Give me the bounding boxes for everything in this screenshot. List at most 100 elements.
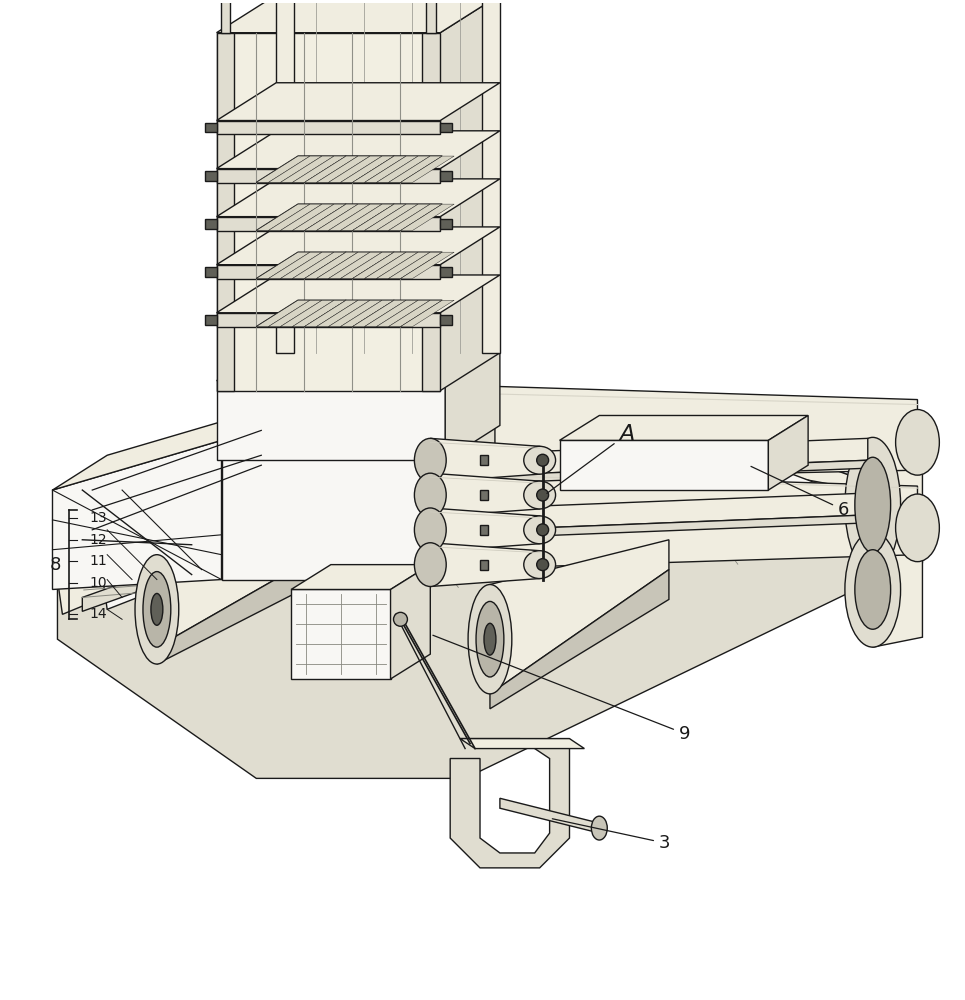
- Polygon shape: [292, 252, 346, 279]
- Polygon shape: [427, 0, 436, 33]
- Polygon shape: [281, 156, 334, 183]
- Polygon shape: [328, 252, 382, 279]
- Polygon shape: [352, 204, 406, 231]
- Ellipse shape: [151, 593, 163, 625]
- Polygon shape: [352, 252, 406, 279]
- Polygon shape: [480, 525, 488, 535]
- Ellipse shape: [845, 532, 900, 647]
- Polygon shape: [352, 252, 406, 279]
- Polygon shape: [216, 33, 440, 391]
- Polygon shape: [352, 156, 442, 183]
- Ellipse shape: [524, 551, 556, 579]
- Polygon shape: [304, 252, 394, 279]
- Ellipse shape: [845, 437, 900, 573]
- Text: 12: 12: [90, 533, 107, 547]
- Polygon shape: [440, 219, 453, 229]
- Polygon shape: [389, 204, 442, 231]
- Polygon shape: [400, 204, 455, 231]
- Polygon shape: [292, 204, 346, 231]
- Polygon shape: [352, 156, 406, 183]
- Polygon shape: [440, 460, 868, 485]
- Ellipse shape: [419, 466, 462, 570]
- Ellipse shape: [524, 481, 556, 509]
- Polygon shape: [376, 300, 430, 327]
- Ellipse shape: [524, 446, 556, 474]
- Polygon shape: [221, 0, 231, 33]
- Polygon shape: [389, 252, 442, 279]
- Polygon shape: [440, 315, 453, 325]
- Polygon shape: [216, 169, 440, 183]
- Polygon shape: [560, 440, 768, 490]
- Polygon shape: [560, 415, 808, 440]
- Polygon shape: [341, 204, 394, 231]
- Polygon shape: [216, 265, 440, 279]
- Polygon shape: [304, 156, 358, 183]
- Polygon shape: [341, 156, 394, 183]
- Polygon shape: [304, 300, 358, 327]
- Text: 8: 8: [50, 556, 61, 574]
- Polygon shape: [365, 204, 418, 231]
- Polygon shape: [440, 515, 868, 540]
- Polygon shape: [430, 543, 539, 586]
- Polygon shape: [58, 420, 918, 778]
- Polygon shape: [257, 252, 310, 279]
- Polygon shape: [216, 217, 440, 231]
- Polygon shape: [216, 131, 500, 169]
- Polygon shape: [205, 123, 216, 132]
- Text: 13: 13: [90, 511, 107, 525]
- Polygon shape: [440, 438, 868, 477]
- Polygon shape: [281, 300, 334, 327]
- Polygon shape: [500, 798, 599, 833]
- Polygon shape: [389, 156, 442, 183]
- Ellipse shape: [414, 438, 446, 482]
- Polygon shape: [365, 156, 418, 183]
- Polygon shape: [157, 495, 371, 647]
- Polygon shape: [257, 300, 346, 327]
- Ellipse shape: [476, 601, 504, 677]
- Ellipse shape: [414, 508, 446, 552]
- Polygon shape: [304, 300, 394, 327]
- Polygon shape: [205, 219, 216, 229]
- Polygon shape: [304, 156, 358, 183]
- Ellipse shape: [484, 623, 496, 655]
- Polygon shape: [52, 440, 222, 589]
- Polygon shape: [352, 204, 442, 231]
- Polygon shape: [222, 346, 495, 381]
- Polygon shape: [304, 204, 358, 231]
- Polygon shape: [268, 252, 322, 279]
- Polygon shape: [304, 204, 358, 231]
- Ellipse shape: [537, 489, 549, 501]
- Ellipse shape: [414, 543, 446, 586]
- Text: 10: 10: [90, 576, 107, 590]
- Polygon shape: [216, 346, 500, 381]
- Polygon shape: [328, 300, 382, 327]
- Ellipse shape: [896, 494, 939, 562]
- Polygon shape: [317, 300, 370, 327]
- Polygon shape: [291, 565, 430, 589]
- Polygon shape: [480, 560, 488, 570]
- Polygon shape: [460, 739, 585, 749]
- Polygon shape: [341, 252, 394, 279]
- Polygon shape: [216, 121, 440, 134]
- Polygon shape: [222, 381, 440, 580]
- Polygon shape: [216, 83, 500, 121]
- Ellipse shape: [855, 457, 891, 553]
- Polygon shape: [430, 508, 539, 552]
- Polygon shape: [440, 471, 918, 570]
- Ellipse shape: [468, 585, 511, 694]
- Ellipse shape: [414, 473, 446, 517]
- Polygon shape: [317, 156, 370, 183]
- Polygon shape: [304, 252, 358, 279]
- Polygon shape: [440, 0, 500, 391]
- Polygon shape: [872, 532, 923, 647]
- Polygon shape: [216, 179, 500, 217]
- Polygon shape: [216, 381, 445, 460]
- Polygon shape: [52, 406, 276, 490]
- Polygon shape: [341, 300, 394, 327]
- Polygon shape: [257, 204, 346, 231]
- Ellipse shape: [135, 555, 179, 664]
- Polygon shape: [281, 252, 334, 279]
- Polygon shape: [205, 171, 216, 181]
- Polygon shape: [440, 123, 453, 132]
- Polygon shape: [430, 473, 539, 517]
